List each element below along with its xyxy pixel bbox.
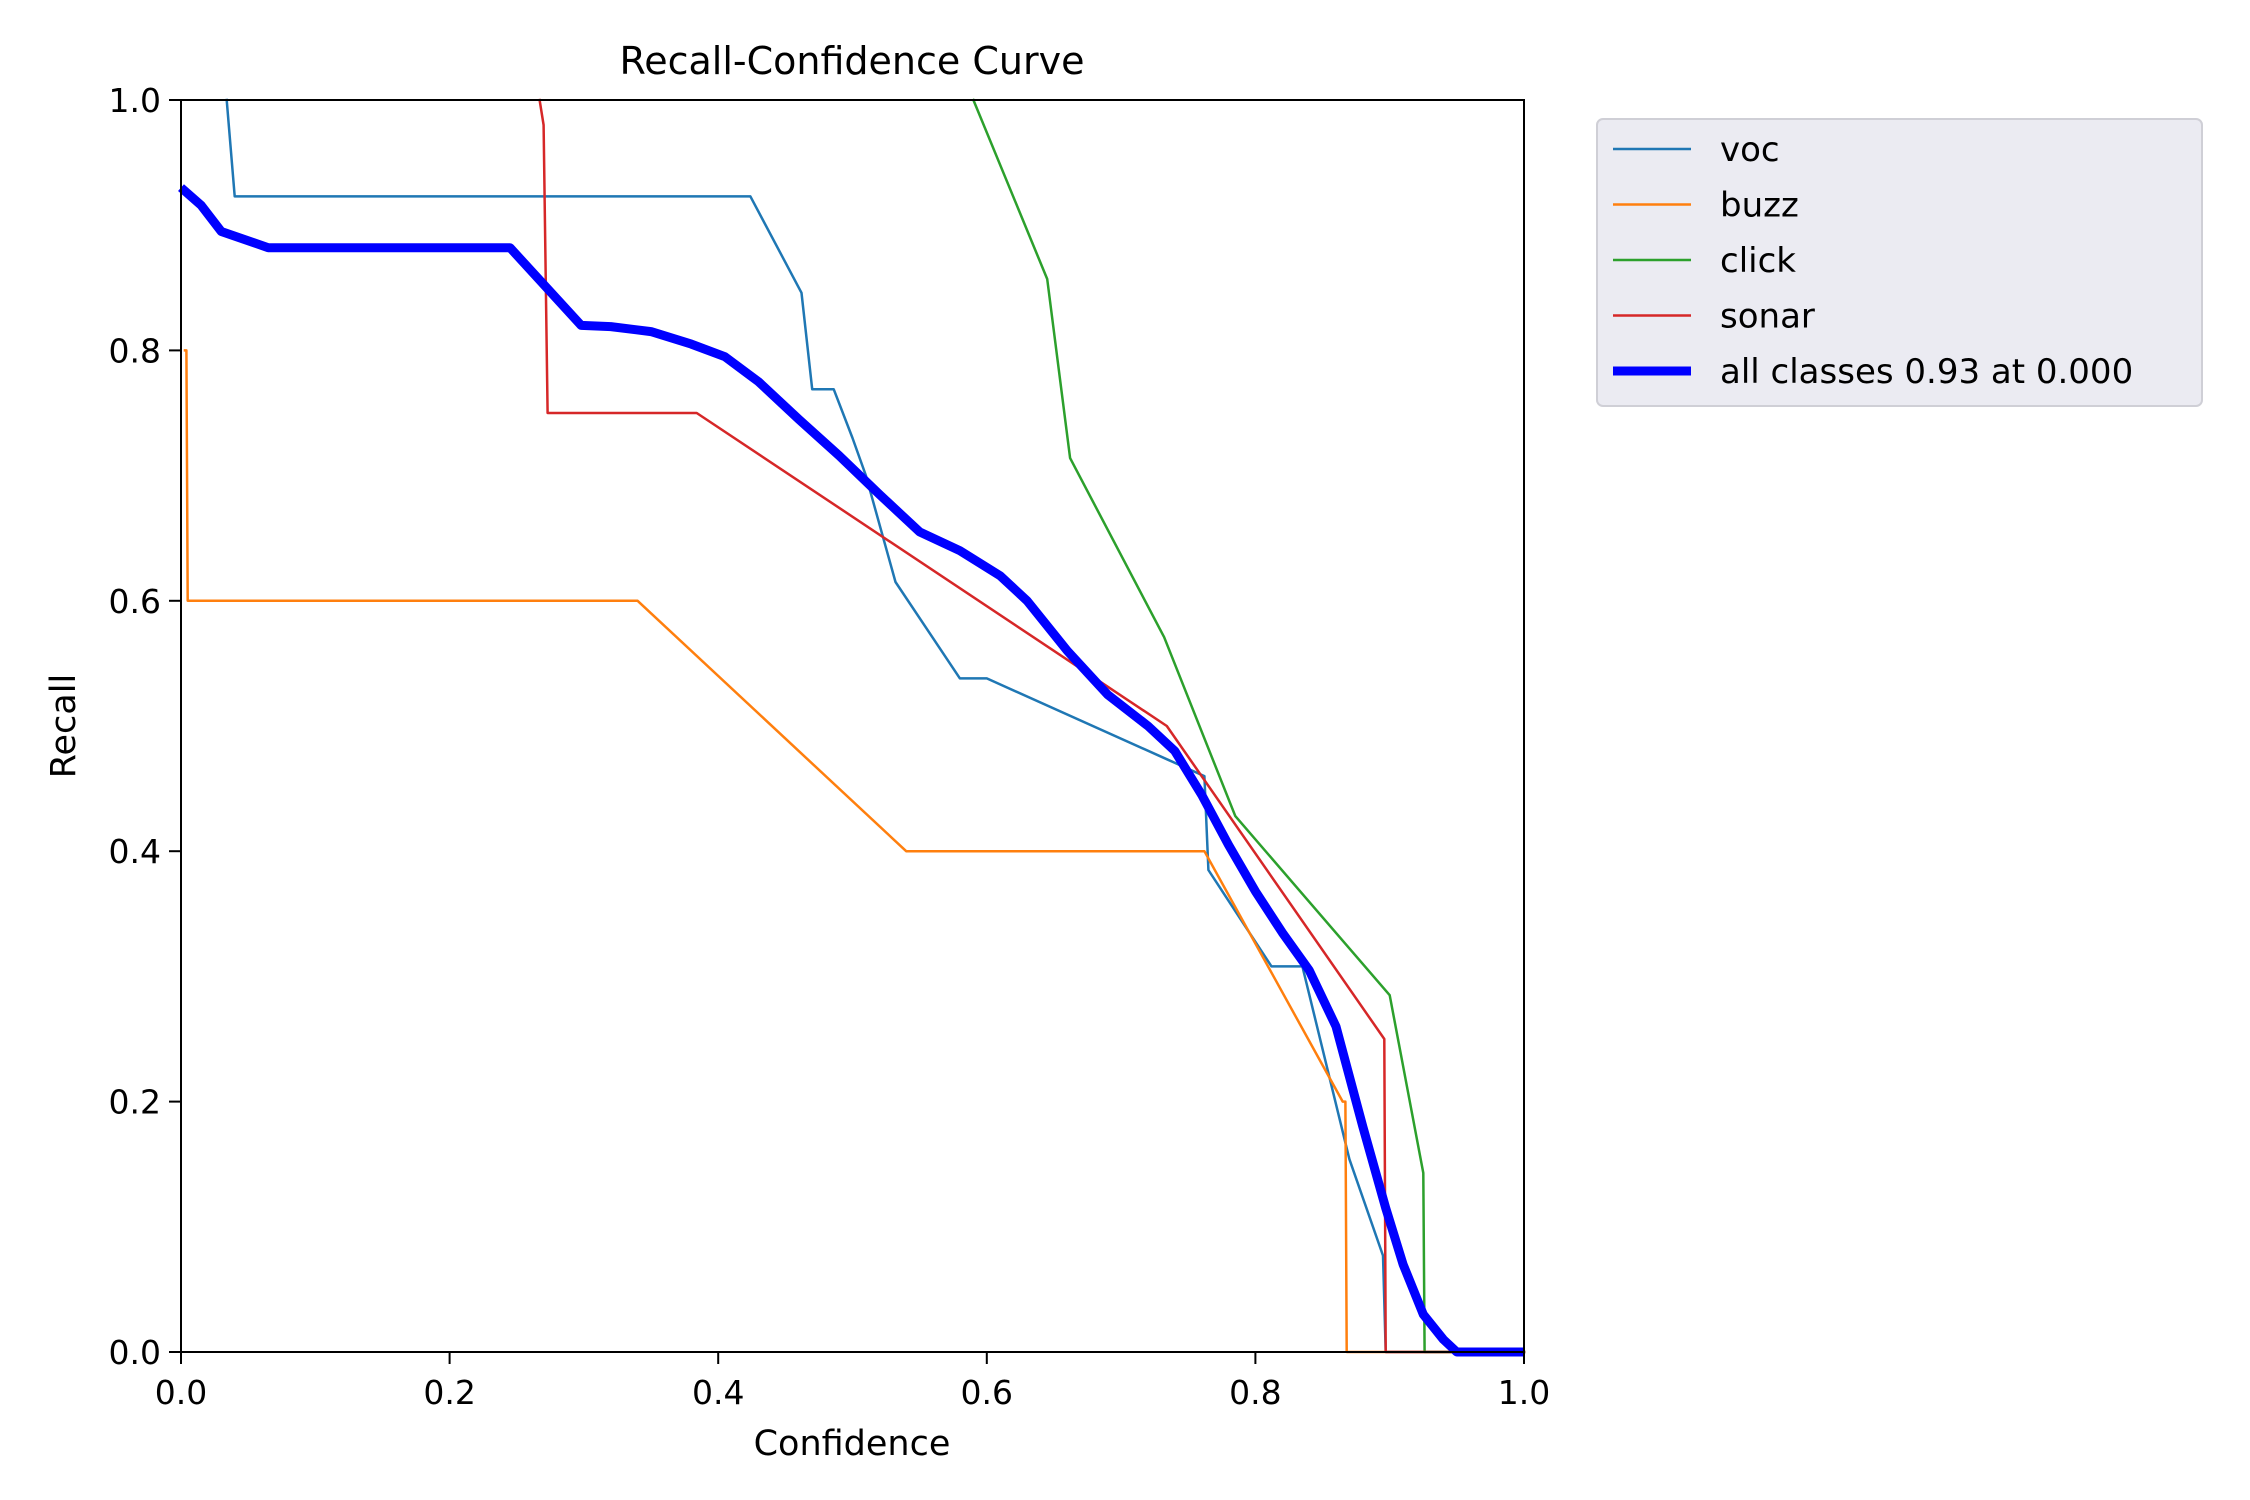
legend-label-sonar: sonar [1720, 297, 1815, 337]
legend-label-buzz: buzz [1720, 186, 1799, 226]
y-tick-label: 0.4 [109, 832, 161, 871]
y-axis-label: Recall [44, 674, 84, 778]
series-line-voc [225, 98, 1526, 1354]
plot-frame [180, 99, 1525, 1353]
series-line-buzz [183, 349, 1526, 1354]
y-tick-label: 0.0 [109, 1333, 161, 1372]
series-line-sonar [538, 98, 1526, 1354]
legend-box [1596, 118, 2203, 407]
y-tick-label: 0.6 [109, 582, 161, 621]
chart-title: Recall-Confidence Curve [620, 39, 1085, 83]
x-tick-label: 0.4 [692, 1373, 744, 1412]
x-tick-label: 0.6 [961, 1373, 1013, 1412]
legend-label-click: click [1720, 241, 1796, 281]
x-tick-label: 0.8 [1229, 1373, 1281, 1412]
x-axis-label: Confidence [754, 1424, 951, 1464]
legend: voc buzz click sonar all classes 0.93 at 0.0… [1596, 118, 2203, 407]
legend-label-all: all classes 0.93 at 0.000 [1720, 352, 2133, 392]
y-tick-label: 0.2 [109, 1083, 161, 1122]
series-layer [178, 98, 1526, 1357]
x-tick-label: 0.0 [155, 1373, 207, 1412]
y-tick-label: 1.0 [109, 81, 161, 120]
legend-label-voc: voc [1720, 130, 1780, 170]
series-line-click [971, 98, 1526, 1354]
x-tick-label: 0.2 [423, 1373, 475, 1412]
series-line-all [178, 184, 1524, 1357]
x-tick-label: 1.0 [1498, 1373, 1550, 1412]
axis-ticks: 0.0 0.2 0.4 0.6 0.8 1.0 0.0 0.2 0.4 0.6 0.8 1.0 [109, 81, 1551, 1412]
y-tick-label: 0.8 [109, 331, 161, 370]
